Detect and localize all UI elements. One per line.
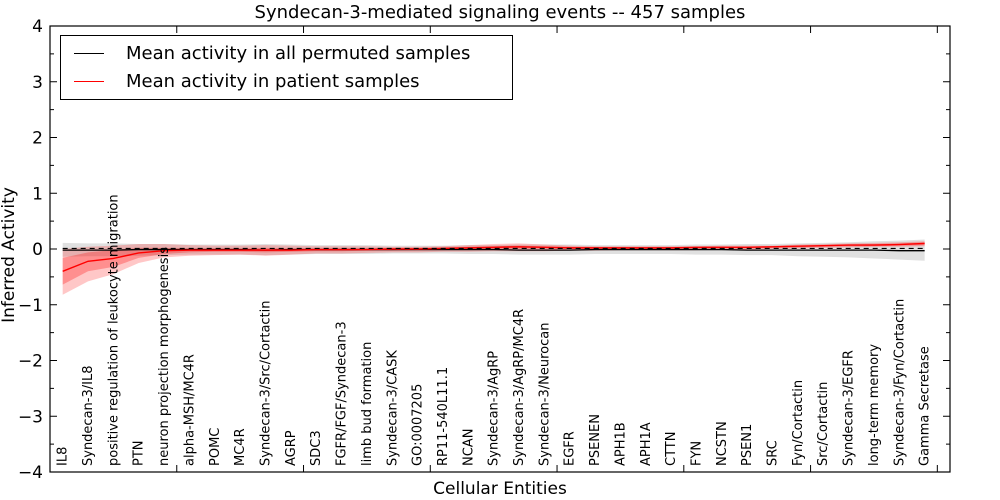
x-category-label: Src/Cortactin	[816, 382, 831, 466]
chart-title: Syndecan-3-mediated signaling events -- …	[254, 2, 746, 23]
x-category-label: Gamma Secretase	[918, 346, 933, 466]
legend-entry-patient: Mean activity in patient samples	[61, 71, 512, 92]
legend-box: Mean activity in all permuted samples Me…	[60, 35, 513, 100]
x-category-label: Syndecan-3/Neurocan	[537, 323, 552, 466]
x-category-label: IL8	[56, 447, 71, 466]
x-category-label: FYN	[689, 441, 704, 466]
y-tick-label: 0	[32, 240, 43, 260]
x-category-label: Syndecan-3/AgRP/MC4R	[512, 309, 527, 466]
x-category-label: MC4R	[233, 428, 248, 466]
legend-entry-permuted: Mean activity in all permuted samples	[61, 43, 512, 64]
x-category-label: SDC3	[309, 430, 324, 466]
y-tick-label: 3	[32, 73, 43, 93]
y-tick-label: 4	[32, 17, 43, 37]
x-category-label: APH1A	[639, 422, 654, 466]
x-category-label: Syndecan-3/AgRP	[487, 351, 502, 466]
legend-label-permuted: Mean activity in all permuted samples	[126, 43, 471, 64]
x-category-label: EGFR	[563, 431, 578, 466]
x-category-label: long-term memory	[867, 344, 882, 466]
x-category-label: Fyn/Cortactin	[791, 380, 806, 466]
x-category-label: SRC	[766, 440, 781, 466]
x-category-label: limb bud formation	[360, 342, 375, 466]
legend-label-patient: Mean activity in patient samples	[126, 71, 420, 92]
series-line-mean-activity-in-patient-samples	[62, 242, 925, 272]
y-tick-label: −1	[18, 296, 43, 316]
legend-line-sample-red	[74, 81, 104, 82]
x-category-label: alpha-MSH/MC4R	[182, 354, 197, 466]
x-category-label: APH1B	[613, 422, 628, 466]
y-axis-label: Inferred Activity	[0, 187, 19, 323]
x-category-label: PTN	[132, 440, 147, 466]
y-tick-label: −4	[18, 463, 43, 483]
x-category-label: Syndecan-3/EGFR	[842, 350, 857, 466]
x-category-label: Syndecan-3/IL8	[81, 366, 96, 466]
x-category-label: FGFR/FGF/Syndecan-3	[335, 321, 350, 466]
x-axis-label: Cellular Entities	[433, 479, 567, 499]
x-category-label: positive regulation of leukocyte migrati…	[106, 194, 121, 466]
x-category-label: Syndecan-3/CASK	[385, 350, 400, 466]
band-patient-samples-range-outer	[62, 241, 925, 295]
x-category-label: POMC	[208, 428, 223, 466]
y-tick-label: 1	[32, 184, 43, 204]
x-category-label: PSEN1	[740, 424, 755, 466]
x-category-label: RP11-540L11.1	[436, 367, 451, 466]
x-category-label: PSENEN	[588, 414, 603, 466]
x-category-label: AGRP	[284, 430, 299, 466]
x-category-label: Syndecan-3/Fyn/Cortactin	[892, 299, 907, 466]
y-tick-label: −3	[18, 407, 43, 427]
x-category-label: GO:0007205	[411, 384, 426, 466]
x-category-label: Syndecan-3/Src/Cortactin	[258, 300, 273, 466]
y-tick-label: 2	[32, 129, 43, 149]
x-category-label: CTTN	[664, 432, 679, 466]
x-category-label: NCAN	[461, 429, 476, 466]
legend-line-sample-black	[74, 53, 104, 54]
y-tick-label: −2	[18, 352, 43, 372]
x-category-label: NCSTN	[715, 421, 730, 466]
x-category-label: neuron projection morphogenesis	[157, 247, 172, 466]
